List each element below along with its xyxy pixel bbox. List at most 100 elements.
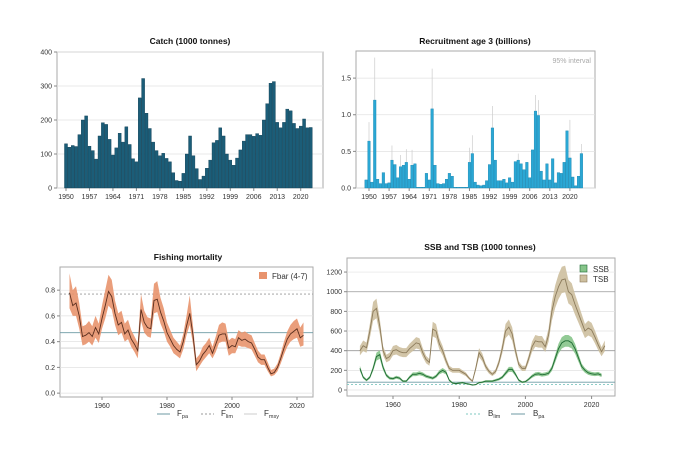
bar bbox=[364, 179, 368, 189]
bar bbox=[519, 163, 523, 189]
y-tick-label: 800 bbox=[330, 309, 342, 316]
bar bbox=[221, 135, 226, 189]
bar bbox=[396, 177, 400, 189]
fishing-mortality-panel: 0.0 0.2 0.4 0.6 0.8 1960 1980 2000 2020 Fishing m… bbox=[45, 252, 314, 410]
bar bbox=[367, 140, 371, 189]
bar bbox=[164, 158, 169, 189]
bar bbox=[188, 135, 192, 189]
bar bbox=[476, 184, 480, 189]
ssb-tsb-panel: 0 200 400 600 800 1000 1200 1960 1980 2000 2020 SSB… bbox=[326, 242, 616, 409]
ssb-line bbox=[359, 340, 602, 386]
bar bbox=[499, 180, 503, 189]
bar bbox=[376, 179, 380, 189]
bar bbox=[84, 115, 88, 189]
x-tick-label: 2013 bbox=[542, 194, 558, 201]
bar bbox=[413, 163, 417, 189]
bar bbox=[467, 162, 471, 189]
bar bbox=[373, 99, 377, 189]
bar bbox=[404, 162, 408, 189]
bar bbox=[171, 172, 176, 189]
bar bbox=[238, 149, 243, 189]
bar bbox=[74, 146, 78, 189]
x-tick-label: 1980 bbox=[451, 402, 467, 409]
bar bbox=[268, 83, 273, 189]
bar bbox=[393, 164, 397, 189]
bar bbox=[262, 119, 266, 189]
x-tick-label: 1960 bbox=[94, 403, 110, 410]
bar bbox=[453, 187, 457, 189]
ssb-tsb-title: SSB and TSB (1000 tonnes) bbox=[424, 242, 536, 252]
x-tick-label: 1980 bbox=[159, 403, 175, 410]
y-tick-label: 0.4 bbox=[45, 339, 55, 346]
bar bbox=[121, 141, 125, 189]
ssb-band bbox=[359, 334, 602, 386]
bar bbox=[228, 159, 233, 189]
bar bbox=[430, 108, 434, 189]
fbar-4-7-line bbox=[69, 290, 304, 375]
bar bbox=[107, 139, 112, 189]
bar bbox=[410, 165, 414, 189]
y-tick-label: 1.5 bbox=[341, 76, 351, 83]
x-tick-label: 1950 bbox=[361, 194, 377, 201]
bar bbox=[444, 179, 448, 189]
x-tick-label: 1960 bbox=[385, 402, 401, 409]
x-tick-label: 2006 bbox=[246, 194, 262, 201]
bar bbox=[201, 175, 206, 189]
bar bbox=[181, 173, 186, 189]
bar bbox=[384, 183, 388, 189]
bar bbox=[522, 169, 526, 189]
x-tick-label: 1964 bbox=[105, 194, 121, 201]
bar bbox=[252, 136, 256, 189]
bar bbox=[191, 155, 196, 189]
bar bbox=[178, 180, 182, 189]
bar bbox=[387, 182, 391, 189]
bar bbox=[245, 134, 249, 189]
y-tick-label: 0.2 bbox=[45, 365, 55, 372]
y-tick-label: 1.0 bbox=[341, 112, 351, 119]
bar bbox=[258, 135, 263, 189]
bar bbox=[111, 154, 115, 189]
bar bbox=[577, 176, 581, 189]
bar bbox=[579, 153, 583, 189]
x-tick-label: 2000 bbox=[224, 403, 240, 410]
bar bbox=[174, 180, 179, 189]
y-tick-label: 0.0 bbox=[45, 391, 55, 398]
bar bbox=[531, 149, 535, 189]
bar bbox=[64, 143, 68, 189]
bar bbox=[198, 179, 202, 189]
bar bbox=[255, 133, 259, 189]
f-legend: Fbar (4-7) bbox=[259, 272, 308, 281]
y-tick-label: 200 bbox=[330, 368, 342, 375]
y-tick-label: 400 bbox=[40, 50, 52, 57]
bar bbox=[67, 146, 72, 189]
x-tick-label: 1957 bbox=[82, 194, 98, 201]
y-tick-label: 1000 bbox=[326, 289, 342, 296]
x-tick-label: 1964 bbox=[401, 194, 417, 201]
x-tick-label: 1978 bbox=[152, 194, 168, 201]
tsb-legend-label: TSB bbox=[593, 275, 609, 284]
bar bbox=[542, 179, 546, 189]
bar bbox=[442, 183, 446, 189]
bar bbox=[559, 173, 563, 189]
bar bbox=[528, 177, 532, 189]
bar bbox=[184, 153, 189, 189]
bar bbox=[302, 118, 306, 189]
bar bbox=[104, 124, 108, 189]
b-ref-legend: Blim Bpa bbox=[466, 409, 545, 420]
bar bbox=[488, 164, 492, 189]
bar bbox=[511, 181, 514, 189]
bar bbox=[151, 141, 155, 189]
bar bbox=[485, 180, 489, 189]
bar bbox=[124, 126, 129, 189]
bar bbox=[138, 97, 142, 189]
bar bbox=[195, 168, 199, 189]
y-tick-label: 400 bbox=[330, 348, 342, 355]
y-tick-label: 0 bbox=[48, 186, 52, 193]
f-ref-legend: Fpa Flim Fmsy bbox=[157, 409, 279, 420]
fpa-legend-label: Fpa bbox=[177, 409, 189, 420]
bar bbox=[447, 173, 451, 189]
bar bbox=[154, 150, 159, 189]
x-tick-label: 1971 bbox=[129, 194, 145, 201]
bar bbox=[433, 165, 437, 189]
bar bbox=[482, 184, 486, 189]
